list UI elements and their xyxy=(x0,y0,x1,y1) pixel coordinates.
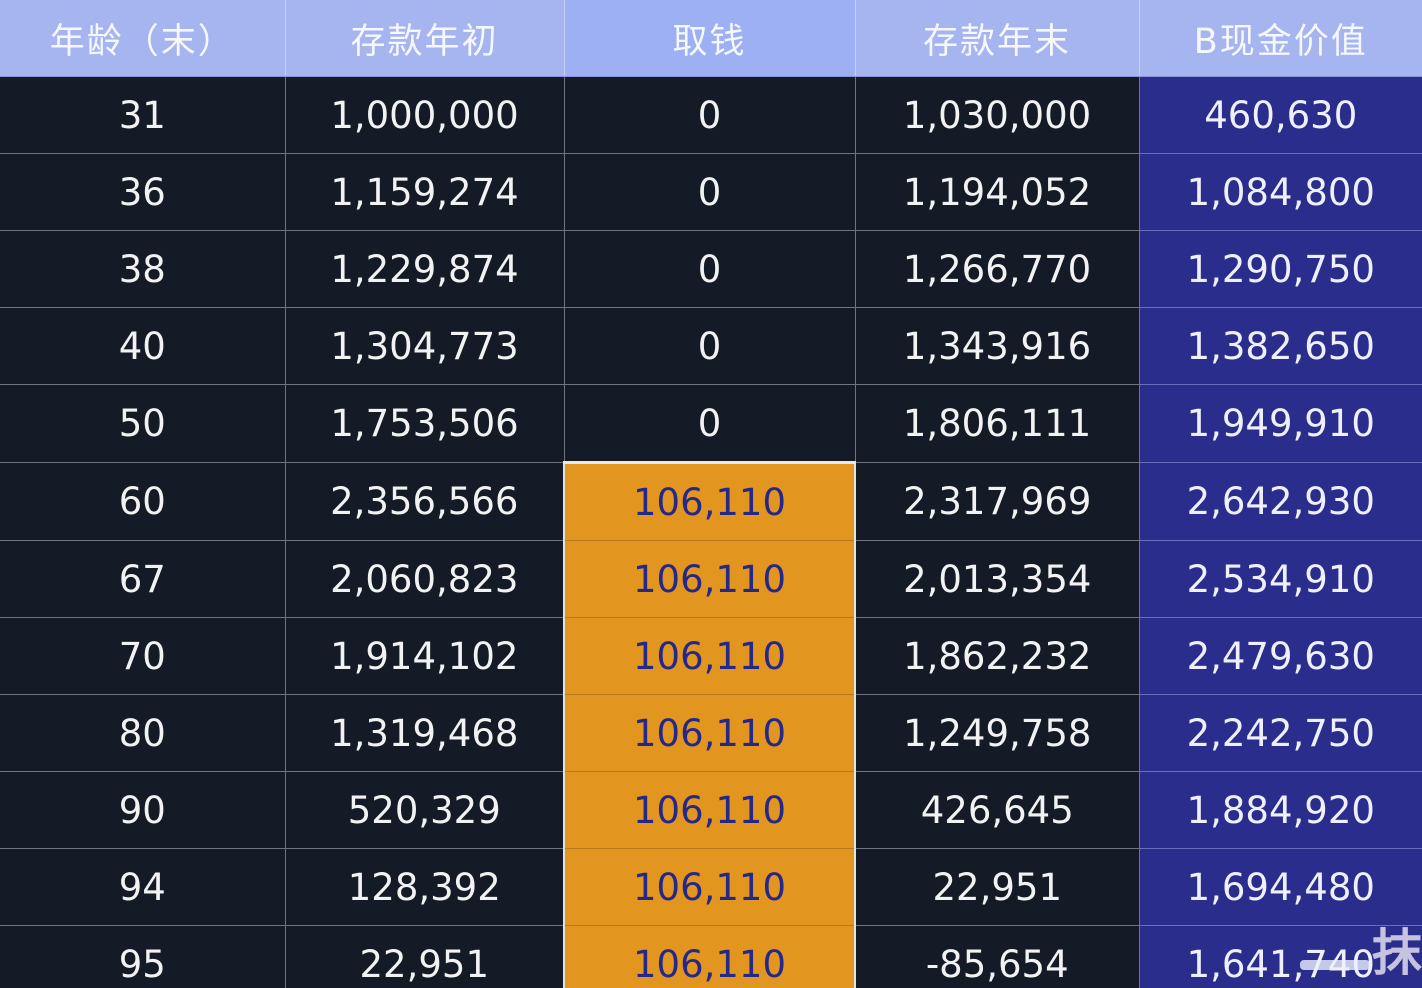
cell-withdrawal[interactable]: 106,110 xyxy=(563,694,856,772)
cell-withdrawal[interactable]: 106,110 xyxy=(563,461,856,541)
table-row: 94 128,392 106,110 22,951 1,694,480 xyxy=(0,848,1422,926)
table-row: 60 2,356,566 106,110 2,317,969 2,642,930 xyxy=(0,461,1422,541)
cell-deposit-end[interactable]: 1,030,000 xyxy=(855,76,1140,154)
cell-cash-value[interactable]: 1,290,750 xyxy=(1139,230,1422,308)
cell-age[interactable]: 70 xyxy=(0,617,286,695)
cell-withdrawal[interactable]: 0 xyxy=(564,384,856,463)
cell-deposit-start[interactable]: 1,319,468 xyxy=(285,694,565,772)
cell-age[interactable]: 60 xyxy=(0,462,286,541)
cell-age[interactable]: 40 xyxy=(0,307,286,385)
cell-deposit-start[interactable]: 1,753,506 xyxy=(285,384,565,463)
header-deposit-end[interactable]: 存款年末 xyxy=(855,0,1140,77)
cell-age[interactable]: 38 xyxy=(0,230,286,308)
cell-deposit-start[interactable]: 1,000,000 xyxy=(285,76,565,154)
cell-cash-value[interactable]: 460,630 xyxy=(1139,76,1422,154)
cell-deposit-end[interactable]: 22,951 xyxy=(855,848,1140,926)
cell-withdrawal[interactable]: 106,110 xyxy=(563,540,856,618)
cell-withdrawal[interactable]: 0 xyxy=(564,230,856,308)
cell-deposit-end[interactable]: 1,806,111 xyxy=(855,384,1140,463)
table-row: 80 1,319,468 106,110 1,249,758 2,242,750 xyxy=(0,694,1422,772)
cell-cash-value[interactable]: 1,641,740 xyxy=(1139,925,1422,988)
cell-deposit-end[interactable]: 426,645 xyxy=(855,771,1140,849)
cell-cash-value[interactable]: 1,949,910 xyxy=(1139,384,1422,463)
cell-deposit-start[interactable]: 1,229,874 xyxy=(285,230,565,308)
table-row: 40 1,304,773 0 1,343,916 1,382,650 xyxy=(0,307,1422,385)
cell-deposit-end[interactable]: 1,862,232 xyxy=(855,617,1140,695)
table-body: 31 1,000,000 0 1,030,000 460,630 36 1,159,274 0… xyxy=(0,76,1422,988)
table-row: 67 2,060,823 106,110 2,013,354 2,534,910 xyxy=(0,540,1422,618)
table-row: 31 1,000,000 0 1,030,000 460,630 xyxy=(0,76,1422,154)
cell-cash-value[interactable]: 2,479,630 xyxy=(1139,617,1422,695)
cell-age[interactable]: 31 xyxy=(0,76,286,154)
cell-cash-value[interactable]: 1,382,650 xyxy=(1139,307,1422,385)
cell-withdrawal[interactable]: 0 xyxy=(564,153,856,231)
table-row: 95 22,951 106,110 -85,654 1,641,740 xyxy=(0,925,1422,988)
header-age-end[interactable]: 年龄（末） xyxy=(0,0,286,77)
table-row: 36 1,159,274 0 1,194,052 1,084,800 xyxy=(0,153,1422,231)
cell-cash-value[interactable]: 2,534,910 xyxy=(1139,540,1422,618)
cell-cash-value[interactable]: 1,084,800 xyxy=(1139,153,1422,231)
cell-withdrawal[interactable]: 106,110 xyxy=(563,771,856,849)
cell-deposit-end[interactable]: 1,266,770 xyxy=(855,230,1140,308)
cell-deposit-end[interactable]: 1,249,758 xyxy=(855,694,1140,772)
cell-deposit-end[interactable]: 1,343,916 xyxy=(855,307,1140,385)
cell-age[interactable]: 95 xyxy=(0,925,286,988)
cell-withdrawal[interactable]: 0 xyxy=(564,76,856,154)
header-cash-value[interactable]: B现金价值 xyxy=(1139,0,1422,77)
cell-cash-value[interactable]: 1,694,480 xyxy=(1139,848,1422,926)
cell-deposit-end[interactable]: 2,013,354 xyxy=(855,540,1140,618)
cell-age[interactable]: 94 xyxy=(0,848,286,926)
cell-age[interactable]: 90 xyxy=(0,771,286,849)
cell-age[interactable]: 80 xyxy=(0,694,286,772)
header-deposit-start[interactable]: 存款年初 xyxy=(285,0,565,77)
table-row: 50 1,753,506 0 1,806,111 1,949,910 xyxy=(0,384,1422,463)
cell-withdrawal[interactable]: 106,110 xyxy=(563,848,856,926)
cell-age[interactable]: 67 xyxy=(0,540,286,618)
cell-deposit-end[interactable]: 2,317,969 xyxy=(855,462,1140,541)
cell-cash-value[interactable]: 2,242,750 xyxy=(1139,694,1422,772)
cell-deposit-start[interactable]: 520,329 xyxy=(285,771,565,849)
cell-cash-value[interactable]: 1,884,920 xyxy=(1139,771,1422,849)
table-row: 70 1,914,102 106,110 1,862,232 2,479,630 xyxy=(0,617,1422,695)
cell-deposit-start[interactable]: 2,060,823 xyxy=(285,540,565,618)
cell-deposit-start[interactable]: 22,951 xyxy=(285,925,565,988)
table-row: 38 1,229,874 0 1,266,770 1,290,750 xyxy=(0,230,1422,308)
cell-age[interactable]: 36 xyxy=(0,153,286,231)
cell-deposit-end[interactable]: -85,654 xyxy=(855,925,1140,988)
cell-deposit-end[interactable]: 1,194,052 xyxy=(855,153,1140,231)
header-withdrawal[interactable]: 取钱 xyxy=(564,0,856,77)
cell-age[interactable]: 50 xyxy=(0,384,286,463)
cell-deposit-start[interactable]: 128,392 xyxy=(285,848,565,926)
cell-withdrawal[interactable]: 0 xyxy=(564,307,856,385)
cell-deposit-start[interactable]: 1,304,773 xyxy=(285,307,565,385)
header-row: 年龄（末） 存款年初 取钱 存款年末 B现金价值 xyxy=(0,0,1422,77)
cell-deposit-start[interactable]: 1,159,274 xyxy=(285,153,565,231)
cell-withdrawal[interactable]: 106,110 xyxy=(563,617,856,695)
cell-deposit-start[interactable]: 2,356,566 xyxy=(285,462,565,541)
table-row: 90 520,329 106,110 426,645 1,884,920 xyxy=(0,771,1422,849)
cell-cash-value[interactable]: 2,642,930 xyxy=(1139,462,1422,541)
cell-deposit-start[interactable]: 1,914,102 xyxy=(285,617,565,695)
cell-withdrawal[interactable]: 106,110 xyxy=(563,925,856,988)
